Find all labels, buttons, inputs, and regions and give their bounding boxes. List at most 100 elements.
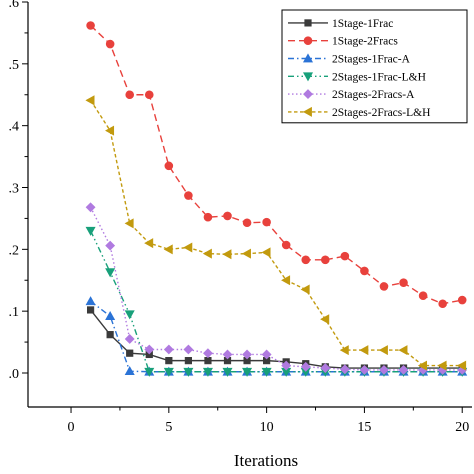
data-point bbox=[320, 363, 331, 373]
data-point bbox=[417, 360, 428, 371]
data-point bbox=[144, 367, 155, 377]
data-point bbox=[222, 367, 233, 377]
data-point bbox=[124, 366, 135, 376]
data-point bbox=[105, 268, 116, 278]
legend-label: 2Stages-2Fracs-L&H bbox=[332, 107, 430, 119]
data-point bbox=[241, 248, 251, 259]
series-line bbox=[89, 206, 463, 371]
data-point bbox=[301, 255, 311, 265]
legend-label: 1Stage-2Fracs bbox=[332, 36, 398, 48]
data-point bbox=[300, 361, 311, 372]
data-point bbox=[379, 282, 389, 291]
x-tick-label: 0 bbox=[68, 420, 75, 435]
legend-item: 1Stage-2Fracs bbox=[288, 36, 398, 48]
y-tick-label: .0 bbox=[9, 367, 20, 382]
data-point bbox=[124, 218, 134, 229]
series-5 bbox=[85, 202, 468, 375]
data-point bbox=[399, 278, 408, 288]
data-point bbox=[85, 226, 96, 236]
data-point bbox=[223, 211, 232, 221]
data-point bbox=[163, 367, 174, 377]
data-point bbox=[105, 125, 115, 136]
data-point bbox=[86, 21, 95, 30]
legend-label: 2Stages-1Frac-A bbox=[332, 54, 411, 66]
data-point bbox=[105, 310, 116, 321]
data-point bbox=[144, 90, 154, 100]
data-point bbox=[164, 161, 174, 171]
data-point bbox=[105, 39, 115, 49]
series-2 bbox=[86, 21, 467, 309]
data-point bbox=[281, 275, 291, 286]
data-point bbox=[359, 345, 369, 356]
data-point bbox=[144, 238, 154, 249]
data-point bbox=[281, 240, 291, 250]
y-tick-label: .4 bbox=[9, 120, 20, 135]
series-1 bbox=[86, 306, 466, 372]
legend-marker bbox=[303, 89, 313, 100]
data-point bbox=[126, 349, 134, 357]
legend-label: 2Stages-1Frac-L&H bbox=[332, 71, 426, 83]
x-tick-label: 10 bbox=[260, 420, 274, 435]
legend-marker bbox=[302, 106, 312, 117]
data-point bbox=[163, 344, 174, 355]
data-point bbox=[457, 295, 467, 305]
data-point bbox=[379, 364, 389, 375]
data-point bbox=[418, 291, 428, 301]
data-point bbox=[202, 367, 213, 377]
data-point bbox=[261, 247, 271, 258]
data-point bbox=[359, 364, 370, 375]
legend-marker bbox=[303, 36, 313, 46]
data-point bbox=[184, 191, 193, 200]
data-point bbox=[242, 218, 252, 228]
x-axis-label: Iterations bbox=[234, 451, 298, 470]
data-point bbox=[202, 248, 212, 259]
legend-marker bbox=[304, 19, 312, 27]
data-point bbox=[125, 90, 135, 100]
data-point bbox=[106, 331, 114, 339]
data-point bbox=[457, 360, 467, 371]
data-point bbox=[85, 296, 96, 306]
data-point bbox=[204, 357, 212, 365]
data-point bbox=[320, 314, 330, 325]
data-point bbox=[203, 212, 213, 222]
legend-item: 2Stages-1Frac-A bbox=[288, 53, 411, 66]
data-point bbox=[438, 299, 447, 309]
legend-label: 2Stages-2Fracs-A bbox=[332, 89, 415, 101]
legend: 1Stage-1Frac 1Stage-2Fracs 2Stages-1Frac-A… bbox=[281, 9, 468, 124]
legend-item: 2Stages-2Fracs-L&H bbox=[288, 106, 430, 119]
legend-box bbox=[281, 9, 468, 124]
data-point bbox=[165, 357, 173, 365]
data-point bbox=[339, 345, 349, 356]
data-point bbox=[261, 349, 272, 360]
series-6 bbox=[85, 95, 467, 371]
legend-label: 1Stage-1Frac bbox=[332, 18, 393, 30]
data-point bbox=[183, 242, 193, 253]
data-point bbox=[203, 348, 213, 359]
axes: 0 5 10 15 20 .0 .1 .2 .3 .4 .5 .6 bbox=[9, 0, 472, 435]
data-point bbox=[321, 255, 330, 265]
data-point bbox=[339, 364, 350, 375]
data-point bbox=[222, 349, 233, 360]
data-point bbox=[144, 344, 155, 355]
data-point bbox=[398, 345, 408, 356]
data-point bbox=[437, 360, 447, 371]
series-group bbox=[85, 21, 468, 377]
legend-marker bbox=[302, 72, 314, 82]
data-point bbox=[281, 360, 292, 371]
series-line bbox=[90, 24, 463, 305]
x-tick-label: 20 bbox=[455, 420, 469, 435]
data-point bbox=[105, 240, 116, 251]
data-point bbox=[85, 202, 96, 213]
legend-item: 1Stage-1Frac bbox=[288, 18, 393, 30]
y-tick-label: .3 bbox=[9, 181, 20, 196]
series-line bbox=[89, 230, 463, 373]
data-point bbox=[360, 266, 369, 276]
y-tick-label: .6 bbox=[9, 0, 20, 11]
x-tick-label: 5 bbox=[165, 420, 172, 435]
data-point bbox=[262, 217, 271, 227]
data-point bbox=[261, 367, 272, 377]
data-point bbox=[378, 345, 388, 356]
data-point bbox=[85, 95, 95, 106]
data-point bbox=[86, 306, 95, 314]
